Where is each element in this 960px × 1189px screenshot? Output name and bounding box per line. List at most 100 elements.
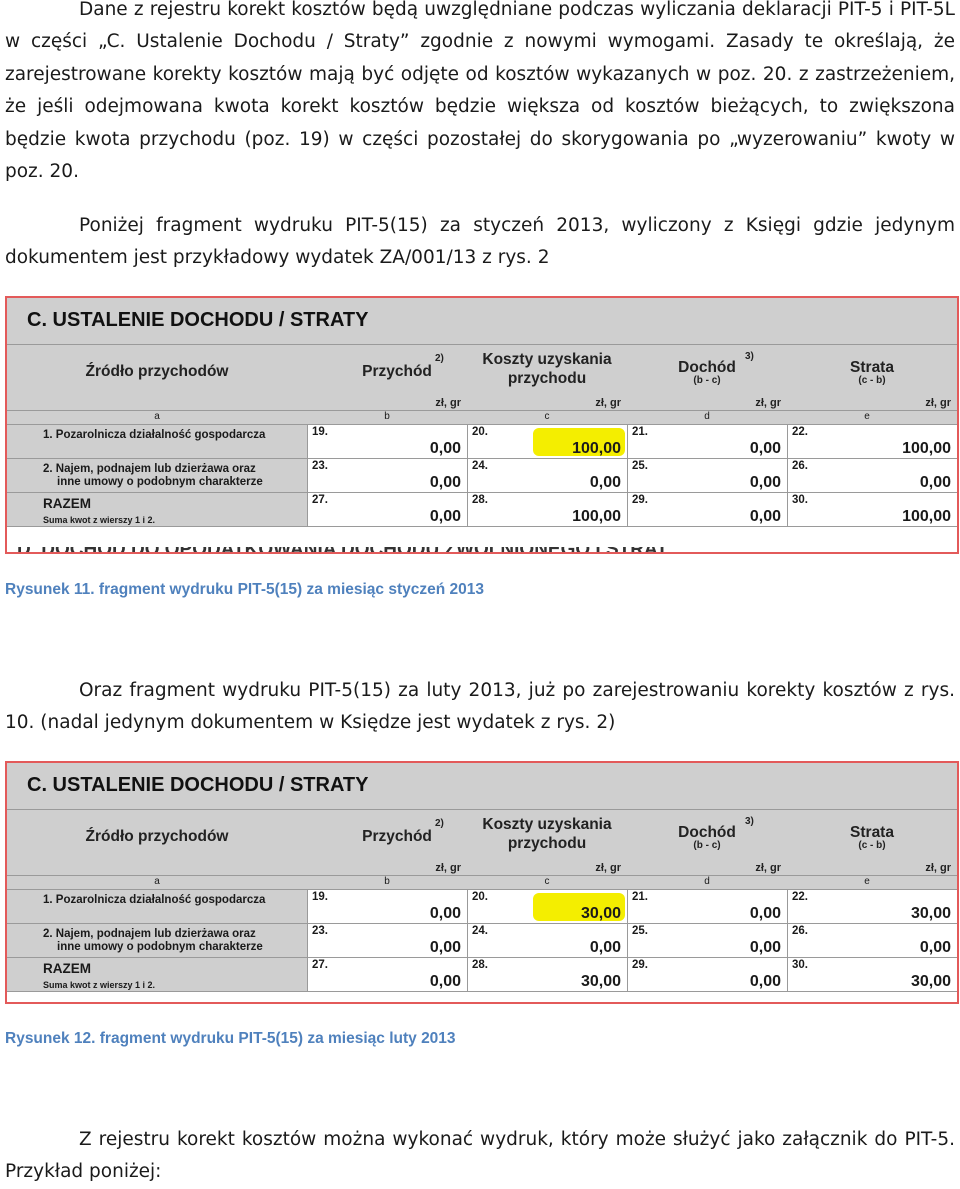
row-label: 2. Najem, podnajem lub dzierżawa oraz inn… (7, 924, 307, 957)
column-letter: c (544, 411, 550, 422)
form-title: C. USTALENIE DOCHODU / STRATY (7, 763, 957, 809)
amount-cell: 20. 100,00 (467, 425, 627, 458)
position-number: 22. (792, 891, 808, 903)
column-letter: a (154, 411, 160, 422)
amount-cell: 29. 0,00 (627, 493, 787, 526)
position-number: 26. (792, 925, 808, 937)
position-number: 22. (792, 426, 808, 438)
header-dochod-label: Dochód (678, 824, 736, 841)
header-koszty: Koszty uzyskania przychodu zł, gr (467, 345, 627, 411)
amount-value: 0,00 (749, 508, 781, 525)
row-label: 2. Najem, podnajem lub dzierżawa oraz inn… (7, 459, 307, 492)
amount-value: 0,00 (429, 905, 461, 922)
header-dochod-units: zł, gr (755, 397, 781, 409)
row-label-text: 2. Najem, podnajem lub dzierżawa oraz (43, 463, 256, 475)
row-label-text: RAZEM (43, 496, 91, 511)
form-header: Źródło przychodów Przychód 2) zł, gr Koszty … (7, 344, 957, 411)
position-number: 28. (472, 959, 488, 971)
amount-cell: 22. 30,00 (787, 890, 957, 923)
amount-cell: 22. 100,00 (787, 425, 957, 458)
position-number: 24. (472, 925, 488, 937)
amount-cell: 19. 0,00 (307, 425, 467, 458)
amount-value: 100,00 (902, 440, 951, 457)
amount-cell: 30. 100,00 (787, 493, 957, 526)
header-przychod: Przychód 2) zł, gr (307, 345, 467, 411)
row-label-text: inne umowy o podobnym charakterze (57, 476, 263, 488)
header-koszty: Koszty uzyskania przychodu zł, gr (467, 810, 627, 876)
amount-cell: 19. 0,00 (307, 890, 467, 923)
amount-cell: 27. 0,00 (307, 493, 467, 526)
amount-value: 0,00 (749, 905, 781, 922)
amount-value: 0,00 (919, 939, 951, 956)
amount-value: 0,00 (749, 973, 781, 990)
column-letter: d (704, 876, 710, 887)
position-number: 23. (312, 925, 328, 937)
row-label-text: inne umowy o podobnym charakterze (57, 941, 263, 953)
header-zrodlo-label: Źródło przychodów (85, 363, 229, 380)
row-label-note: Suma kwot z wierszy 1 i 2. (43, 515, 156, 525)
figure-12-intro-paragraph: Oraz fragment wydruku PIT-5(15) za luty … (5, 680, 955, 734)
amount-value: 0,00 (749, 939, 781, 956)
header-dochod-footnote: 3) (745, 351, 754, 362)
highlight-marker (533, 428, 625, 456)
column-letter: b (384, 876, 390, 887)
header-dochod-formula: (b - c) (693, 375, 721, 386)
amount-cell: 26. 0,00 (787, 924, 957, 957)
position-number: 26. (792, 460, 808, 472)
amount-value: 100,00 (572, 508, 621, 525)
header-strata-label: Strata (850, 359, 894, 376)
position-number: 20. (472, 426, 488, 438)
row-label: 1. Pozarolnicza działalność gospodarcza (7, 425, 307, 458)
amount-value: 30,00 (910, 973, 951, 990)
row-razem: RAZEM Suma kwot z wierszy 1 i 2. 27. 0,00 28… (7, 958, 957, 992)
amount-cell: 27. 0,00 (307, 958, 467, 991)
row-label-text: 1. Pozarolnicza działalność gospodarcza (43, 429, 266, 441)
amount-value: 0,00 (429, 474, 461, 491)
header-zrodlo: Źródło przychodów (7, 345, 307, 411)
amount-cell: 28. 100,00 (467, 493, 627, 526)
row-label: RAZEM Suma kwot z wierszy 1 i 2. (7, 493, 307, 526)
position-number: 30. (792, 494, 808, 506)
amount-value: 0,00 (919, 474, 951, 491)
row-dzialalnosc: 1. Pozarolnicza działalność gospodarcza 1… (7, 890, 957, 924)
position-number: 25. (632, 460, 648, 472)
amount-value: 30,00 (580, 905, 621, 922)
header-dochod: Dochód 3) (b - c) zł, gr (627, 810, 787, 876)
position-number: 30. (792, 959, 808, 971)
position-number: 20. (472, 891, 488, 903)
next-section-title-cut: D. DOCHÓD DO OPODATKOWANIA DOCHODU ZWOLN… (7, 547, 957, 552)
form-title: C. USTALENIE DOCHODU / STRATY (7, 298, 957, 344)
column-letter: c (544, 876, 550, 887)
amount-value: 0,00 (429, 973, 461, 990)
header-koszty-label-1: Koszty uzyskania (482, 816, 612, 833)
header-strata-formula: (c - b) (858, 840, 886, 851)
position-number: 23. (312, 460, 328, 472)
figure-12-caption: Rysunek 12. fragment wydruku PIT-5(15) z… (5, 1030, 456, 1047)
row-label: RAZEM Suma kwot z wierszy 1 i 2. (7, 958, 307, 991)
figure-11-intro-paragraph: Poniżej fragment wydruku PIT-5(15) za st… (5, 215, 955, 269)
amount-cell: 28. 30,00 (467, 958, 627, 991)
amount-value: 0,00 (429, 508, 461, 525)
header-dochod-units: zł, gr (755, 862, 781, 874)
header-przychod-units: zł, gr (435, 397, 461, 409)
header-strata-label: Strata (850, 824, 894, 841)
figure-11-caption: Rysunek 11. fragment wydruku PIT-5(15) z… (5, 581, 484, 598)
column-letter: a (154, 876, 160, 887)
position-number: 29. (632, 959, 648, 971)
amount-value: 0,00 (589, 939, 621, 956)
row-label-note: Suma kwot z wierszy 1 i 2. (43, 980, 156, 990)
highlight-marker (533, 893, 625, 921)
column-letter: e (864, 876, 870, 887)
position-number: 29. (632, 494, 648, 506)
amount-value: 0,00 (589, 474, 621, 491)
row-label-text: RAZEM (43, 961, 91, 976)
header-koszty-units: zł, gr (595, 397, 621, 409)
header-strata-formula: (c - b) (858, 375, 886, 386)
form-header: Źródło przychodów Przychód 2) zł, gr Koszty … (7, 809, 957, 876)
position-number: 27. (312, 959, 328, 971)
amount-cell: 23. 0,00 (307, 459, 467, 492)
amount-cell: 21. 0,00 (627, 890, 787, 923)
closing-paragraph: Z rejestru korekt kosztów można wykonać … (5, 1129, 955, 1183)
header-zrodlo-label: Źródło przychodów (85, 828, 229, 845)
position-number: 24. (472, 460, 488, 472)
